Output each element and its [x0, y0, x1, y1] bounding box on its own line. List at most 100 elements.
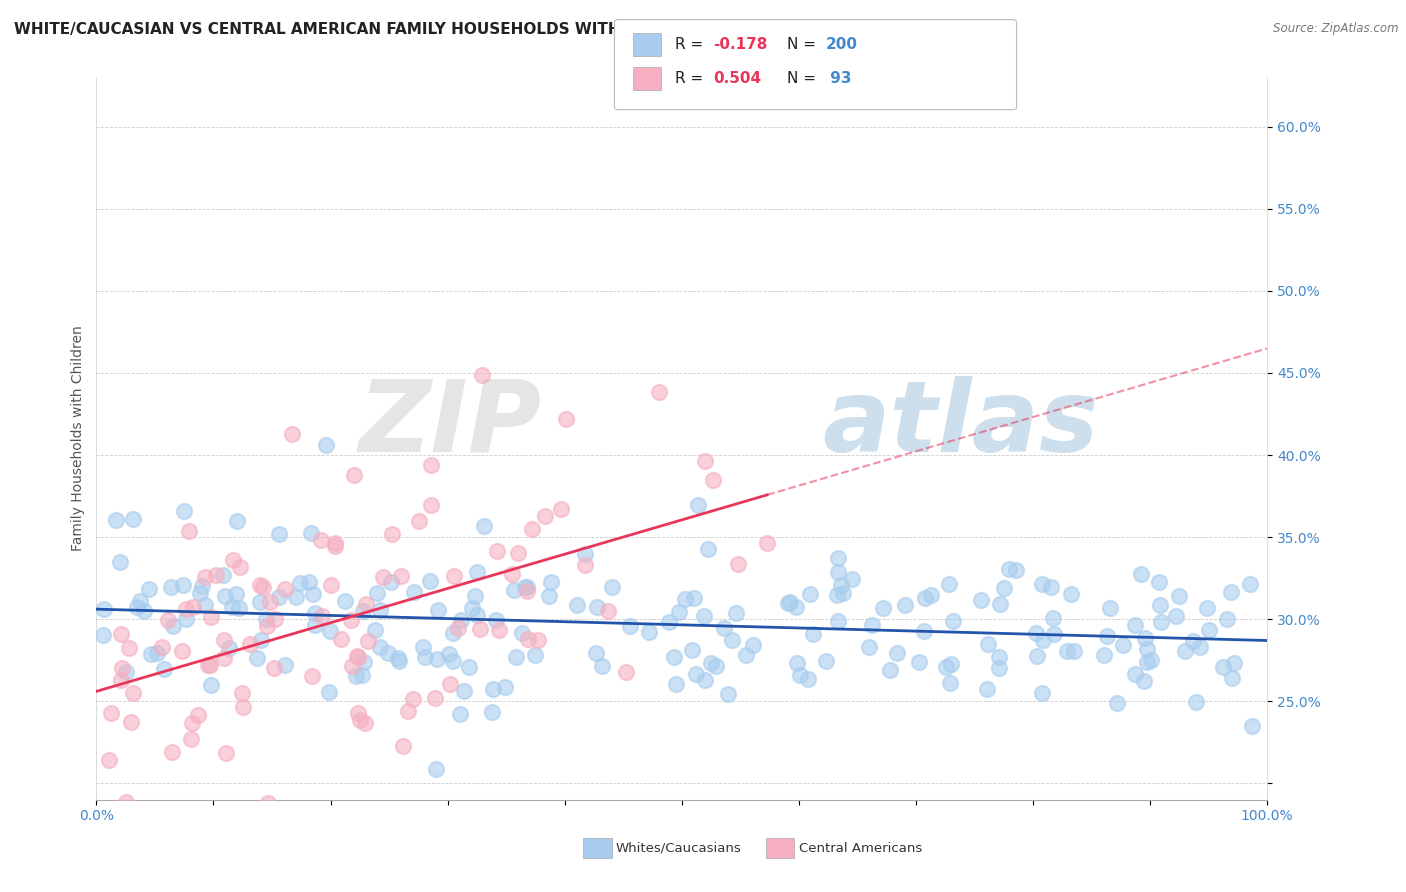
Point [174, 602, 197, 616]
Point [1043, 626, 1066, 640]
Point [1174, 644, 1197, 658]
Point [860, 618, 883, 632]
Point [257, 796, 280, 810]
Point [894, 598, 917, 612]
Point [91, 628, 114, 642]
Point [340, 659, 363, 673]
Point [727, 557, 749, 571]
Text: R =: R = [675, 37, 709, 52]
Point [264, 612, 287, 626]
Point [200, 609, 222, 624]
Point [453, 684, 475, 698]
Point [831, 586, 853, 600]
Point [249, 595, 271, 609]
Point [908, 655, 931, 669]
Point [1063, 644, 1085, 658]
Point [1123, 667, 1146, 681]
Point [825, 588, 848, 602]
Point [1220, 671, 1243, 685]
Point [218, 640, 240, 655]
Point [426, 652, 449, 666]
Point [427, 602, 450, 616]
Point [506, 546, 529, 560]
Point [1198, 623, 1220, 637]
Point [841, 573, 863, 587]
Point [681, 643, 703, 657]
Point [150, 640, 173, 654]
Point [914, 591, 936, 605]
Point [138, 582, 160, 597]
Point [1032, 632, 1054, 647]
Point [1026, 649, 1049, 664]
Point [987, 649, 1010, 664]
Point [778, 597, 800, 611]
Point [735, 648, 758, 662]
Point [381, 526, 404, 541]
Point [648, 384, 671, 399]
Point [368, 602, 391, 616]
Point [503, 582, 526, 597]
Point [600, 581, 623, 595]
Point [485, 543, 508, 558]
Point [304, 606, 326, 620]
Point [481, 705, 503, 719]
Point [254, 612, 277, 626]
Point [172, 643, 194, 657]
Point [380, 575, 402, 590]
Point [673, 592, 696, 607]
Point [517, 632, 540, 646]
Point [879, 663, 901, 677]
Point [180, 731, 202, 746]
Point [449, 707, 471, 722]
Point [349, 713, 371, 727]
Point [93, 602, 115, 616]
Point [173, 504, 195, 518]
Point [425, 691, 447, 706]
Point [153, 662, 176, 676]
Point [267, 527, 290, 541]
Point [323, 539, 346, 553]
Text: N =: N = [787, 71, 821, 86]
Point [315, 438, 337, 452]
Point [419, 574, 441, 589]
Point [1189, 640, 1212, 654]
Point [717, 687, 740, 701]
Point [799, 587, 821, 601]
Point [450, 613, 472, 627]
Point [596, 604, 619, 618]
Point [1092, 648, 1115, 663]
Point [1182, 633, 1205, 648]
Point [1042, 611, 1064, 625]
Point [725, 606, 748, 620]
Point [786, 656, 808, 670]
Point [742, 638, 765, 652]
Point [110, 555, 132, 569]
Point [111, 661, 134, 675]
Point [1220, 585, 1243, 599]
Point [1223, 657, 1246, 671]
Point [988, 661, 1011, 675]
Text: atlas: atlas [823, 376, 1098, 473]
Point [1031, 686, 1053, 700]
Point [373, 570, 395, 584]
Point [159, 580, 181, 594]
Point [789, 667, 811, 681]
Y-axis label: Family Households with Children: Family Households with Children [72, 326, 86, 551]
Point [1239, 576, 1261, 591]
Point [591, 659, 613, 673]
Point [318, 685, 340, 699]
Point [346, 650, 368, 665]
Point [325, 535, 347, 549]
Point [526, 633, 548, 648]
Point [212, 633, 235, 648]
Point [246, 651, 269, 665]
Point [1004, 563, 1026, 577]
Point [1240, 719, 1263, 733]
Point [555, 412, 578, 426]
Point [425, 762, 447, 776]
Point [586, 600, 609, 615]
Point [387, 651, 409, 665]
Point [194, 570, 217, 584]
Point [501, 567, 523, 582]
Point [225, 587, 247, 601]
